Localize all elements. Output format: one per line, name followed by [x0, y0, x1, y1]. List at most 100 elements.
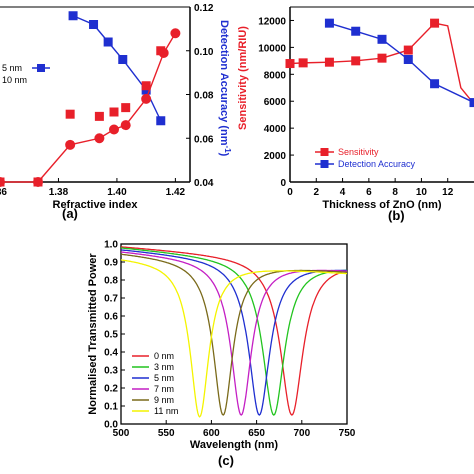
x-tick-label: 650	[248, 428, 265, 439]
x-axis-label: Wavelength (nm)	[190, 439, 279, 451]
series-line	[72, 15, 162, 122]
data-point	[68, 11, 78, 21]
data-point	[403, 55, 413, 64]
x-tick-label: .36	[0, 187, 7, 198]
data-point	[298, 58, 308, 68]
data-point	[430, 79, 440, 89]
x-axis-label: Thickness of ZnO (nm)	[322, 199, 442, 211]
legend-entry-label: 5 nm	[2, 63, 22, 73]
data-point	[170, 28, 181, 39]
y-tick-label: 0.8	[104, 276, 118, 287]
data-point	[158, 47, 169, 58]
legend-marker	[320, 160, 329, 168]
y-tick-label: 0.04	[194, 178, 214, 189]
panel-a: .36 1.38 1.40 1.42 0.04 0.06 0.08 0.10 0.12 Refra…	[0, 3, 232, 221]
data-point	[377, 34, 387, 44]
panel-label-a: (a)	[62, 206, 78, 221]
y-tick-label: 2000	[264, 151, 287, 162]
y-tick-label: 4000	[264, 124, 287, 135]
data-point	[403, 45, 413, 55]
y-tick-label: 0.08	[194, 91, 214, 102]
y-axis-label-right: Detection Accuracy (nm-1)	[218, 20, 232, 157]
data-point	[324, 18, 334, 28]
y-tick-label: 0.6	[104, 312, 118, 323]
series-line	[289, 22, 474, 105]
y-tick-label: 0.7	[104, 294, 118, 305]
x-tick-label: 4	[340, 187, 346, 198]
legend-entry-label: Sensitivity	[338, 147, 379, 157]
legend: 5 nm 10 nm	[2, 63, 50, 85]
y-tick-label: 8000	[264, 70, 287, 81]
data-point	[430, 18, 440, 28]
y-tick-label: 0.9	[104, 258, 118, 269]
y-tick-label: 0.10	[194, 47, 214, 58]
data-point	[351, 56, 361, 66]
x-tick-label: 8	[392, 187, 398, 198]
x-tick-label: 12	[442, 187, 454, 198]
x-tick-label: 6	[366, 187, 372, 198]
data-point	[94, 133, 105, 144]
data-point	[156, 116, 166, 126]
y-tick-label: 12000	[258, 16, 286, 27]
x-tick-label: 600	[203, 428, 220, 439]
x-tick-label: 2	[314, 187, 320, 198]
data-point	[351, 26, 361, 36]
x-tick-label: 750	[339, 428, 356, 439]
y-axis-label-left: Sensitivity (nm/RIU)	[237, 26, 249, 130]
y-tick-label: 0.3	[104, 366, 118, 377]
legend-entry-label: 10 nm	[2, 75, 27, 85]
data-point	[65, 139, 76, 150]
data-point	[141, 81, 151, 91]
x-tick-label: 1.38	[49, 187, 69, 198]
legend-entry-label: 3 nm	[154, 362, 174, 372]
y-tick-label: 0.1	[104, 402, 118, 413]
y-tick-label: 0	[280, 178, 286, 189]
series-line	[120, 253, 348, 416]
data-point	[109, 124, 119, 135]
legend-entry-label: 5 nm	[154, 373, 174, 383]
y-tick-label: 0.0	[104, 420, 118, 431]
x-tick-label: 0	[287, 187, 293, 198]
y-axis-label: Normalised Transmitted Power	[87, 253, 99, 415]
series-line	[0, 32, 176, 183]
data-point	[141, 93, 152, 104]
panel-label-c: (c)	[218, 453, 234, 468]
data-point	[0, 177, 5, 187]
data-point	[285, 59, 295, 69]
y-tick-label: 0.4	[104, 348, 118, 359]
y-tick-label: 10000	[258, 43, 286, 54]
series-group	[285, 18, 474, 108]
panel-c: 500 550 600 650 700 750 0.0 0.1 0.2 0.3 0.4 0.5 0.6 0…	[87, 240, 356, 469]
legend: Sensitivity Detection Accuracy	[315, 147, 416, 169]
series-line	[120, 259, 347, 418]
series-group	[120, 246, 348, 418]
legend-marker	[37, 64, 45, 72]
legend-entry-label: 11 nm	[154, 406, 178, 416]
series-line	[120, 247, 348, 416]
x-tick-label: 700	[293, 428, 310, 439]
y-tick-label: 0.2	[104, 384, 118, 395]
panel-b: 0 2 4 6 8 10 12 0 2000 4000 6000 8000 10000 12000 Thic…	[237, 6, 474, 223]
x-tick-label: 10	[416, 187, 428, 198]
legend-entry-label: 7 nm	[154, 384, 174, 394]
legend-marker	[320, 148, 329, 156]
data-point	[65, 109, 75, 119]
series-group	[0, 11, 181, 187]
data-point	[33, 177, 43, 187]
data-point	[120, 120, 131, 131]
y-tick-label: 0.06	[194, 134, 214, 145]
legend-entry-label: Detection Accuracy	[338, 159, 416, 169]
panel-label-b: (b)	[388, 208, 405, 223]
legend-entry-label: 0 nm	[154, 351, 174, 361]
data-point	[121, 103, 131, 113]
y-tick-label: 1.0	[104, 240, 118, 251]
data-point	[377, 53, 387, 63]
series-line	[121, 246, 348, 416]
x-tick-label: 1.40	[107, 187, 127, 198]
series-line	[329, 22, 474, 104]
data-point	[109, 107, 119, 117]
data-point	[89, 20, 99, 29]
y-tick-label: 6000	[264, 97, 287, 108]
